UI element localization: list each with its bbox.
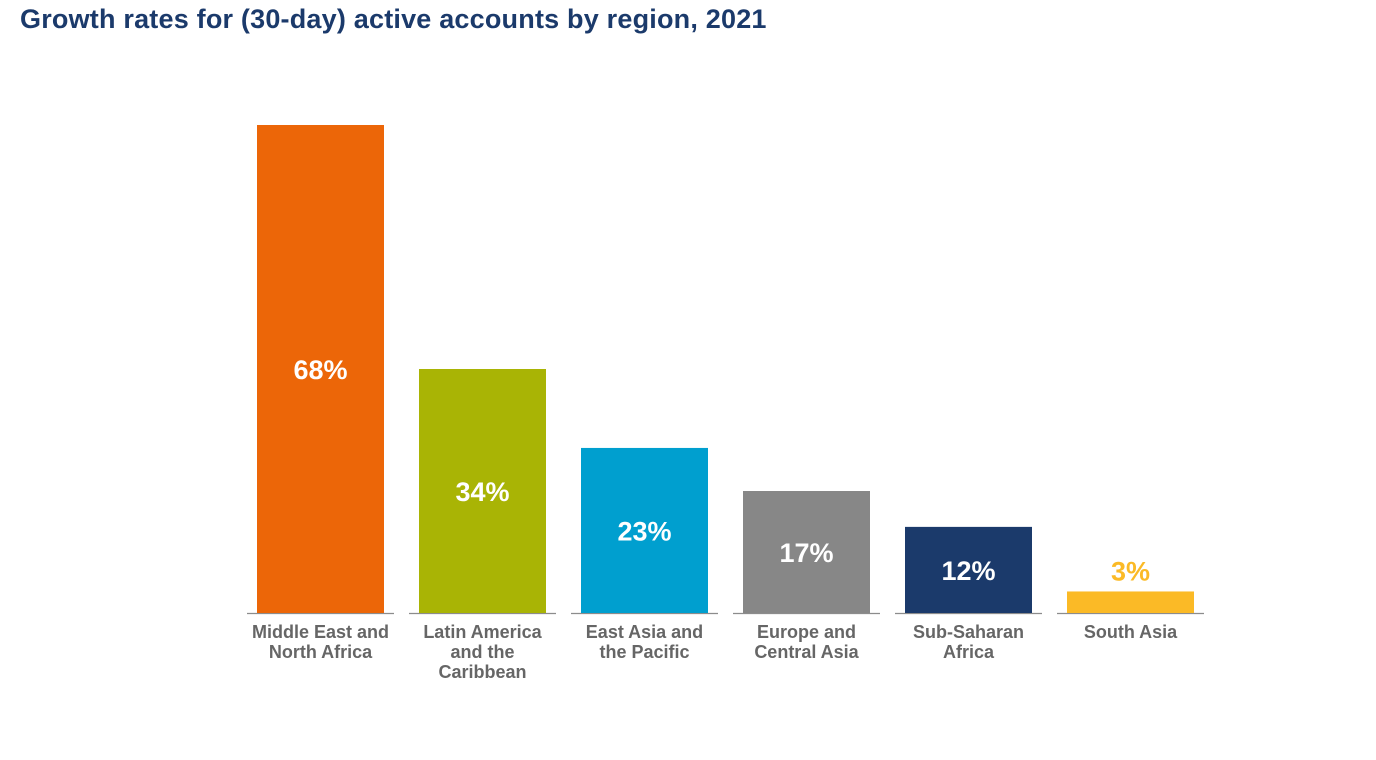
category-label-line: Latin America [423, 622, 542, 642]
category-label-line: Sub-Saharan [913, 622, 1024, 642]
category-label-line: East Asia and [586, 622, 703, 642]
category-label-line: Africa [943, 642, 995, 662]
bar [905, 526, 1032, 613]
category-label-line: South Asia [1084, 622, 1178, 642]
category-label-line: Middle East and [252, 622, 389, 642]
bar [743, 491, 870, 613]
category-label-line: the Pacific [599, 642, 689, 662]
category-label: East Asia and the Pacific [586, 622, 703, 662]
bar-value-label: 34% [455, 477, 509, 507]
category-label-line: Caribbean [438, 662, 526, 682]
category-label: South Asia [1084, 622, 1178, 642]
bar-value-label: 17% [779, 538, 833, 568]
category-label: Europe and Central Asia [754, 622, 859, 662]
category-label: Sub-Saharan Africa [913, 622, 1024, 662]
category-label: Latin America and the Caribbean [423, 622, 542, 682]
category-label-line: North Africa [269, 642, 373, 662]
category-label-line: Central Asia [754, 642, 859, 662]
bar-value-label: 3% [1111, 556, 1150, 586]
bar [257, 125, 384, 613]
chart-title: Growth rates for (30-day) active account… [20, 4, 767, 34]
category-label: Middle East and North Africa [252, 622, 389, 662]
category-label-line: Europe and [757, 622, 856, 642]
bar-value-label: 23% [617, 516, 671, 546]
bar-value-label: 12% [941, 556, 995, 586]
bar [581, 447, 708, 613]
bar [419, 369, 546, 613]
bar [1067, 591, 1194, 613]
bar-value-label: 68% [293, 355, 347, 385]
category-label-line: and the [450, 642, 514, 662]
